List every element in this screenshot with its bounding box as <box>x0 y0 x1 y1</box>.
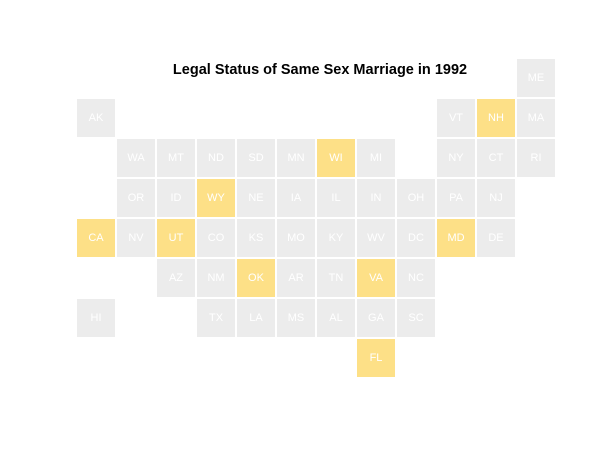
state-tile-ga: GA <box>357 299 395 337</box>
state-tile-ma: MA <box>517 99 555 137</box>
state-tile-la: LA <box>237 299 275 337</box>
state-tile-mn: MN <box>277 139 315 177</box>
state-tile-ar: AR <box>277 259 315 297</box>
state-tile-az: AZ <box>157 259 195 297</box>
state-tile-nm: NM <box>197 259 235 297</box>
state-tile-me: ME <box>517 59 555 97</box>
state-tile-mo: MO <box>277 219 315 257</box>
state-tile-ny: NY <box>437 139 475 177</box>
state-tile-sc: SC <box>397 299 435 337</box>
state-tile-ks: KS <box>237 219 275 257</box>
state-tile-ut: UT <box>157 219 195 257</box>
map-title: Legal Status of Same Sex Marriage in 199… <box>172 62 468 78</box>
state-tile-or: OR <box>117 179 155 217</box>
state-tile-in: IN <box>357 179 395 217</box>
state-tile-ri: RI <box>517 139 555 177</box>
state-tile-fl: FL <box>357 339 395 377</box>
state-tile-ia: IA <box>277 179 315 217</box>
state-tile-dc: DC <box>397 219 435 257</box>
state-tile-nd: ND <box>197 139 235 177</box>
state-tile-vt: VT <box>437 99 475 137</box>
state-tile-sd: SD <box>237 139 275 177</box>
state-tile-nv: NV <box>117 219 155 257</box>
state-tile-ak: AK <box>77 99 115 137</box>
state-tile-co: CO <box>197 219 235 257</box>
state-tile-id: ID <box>157 179 195 217</box>
state-tile-ky: KY <box>317 219 355 257</box>
state-tile-tn: TN <box>317 259 355 297</box>
state-tile-ca: CA <box>77 219 115 257</box>
state-tile-de: DE <box>477 219 515 257</box>
state-tile-hi: HI <box>77 299 115 337</box>
state-tile-ok: OK <box>237 259 275 297</box>
state-tile-tx: TX <box>197 299 235 337</box>
state-tile-mi: MI <box>357 139 395 177</box>
state-tile-mt: MT <box>157 139 195 177</box>
state-tile-ct: CT <box>477 139 515 177</box>
state-tile-oh: OH <box>397 179 435 217</box>
state-tile-wy: WY <box>197 179 235 217</box>
state-tile-al: AL <box>317 299 355 337</box>
state-tile-md: MD <box>437 219 475 257</box>
state-tile-il: IL <box>317 179 355 217</box>
state-tile-ms: MS <box>277 299 315 337</box>
state-tile-ne: NE <box>237 179 275 217</box>
state-tile-wa: WA <box>117 139 155 177</box>
state-tile-pa: PA <box>437 179 475 217</box>
state-tile-nj: NJ <box>477 179 515 217</box>
state-tile-nc: NC <box>397 259 435 297</box>
state-tile-wv: WV <box>357 219 395 257</box>
state-tile-va: VA <box>357 259 395 297</box>
state-tile-nh: NH <box>477 99 515 137</box>
state-tile-wi: WI <box>317 139 355 177</box>
